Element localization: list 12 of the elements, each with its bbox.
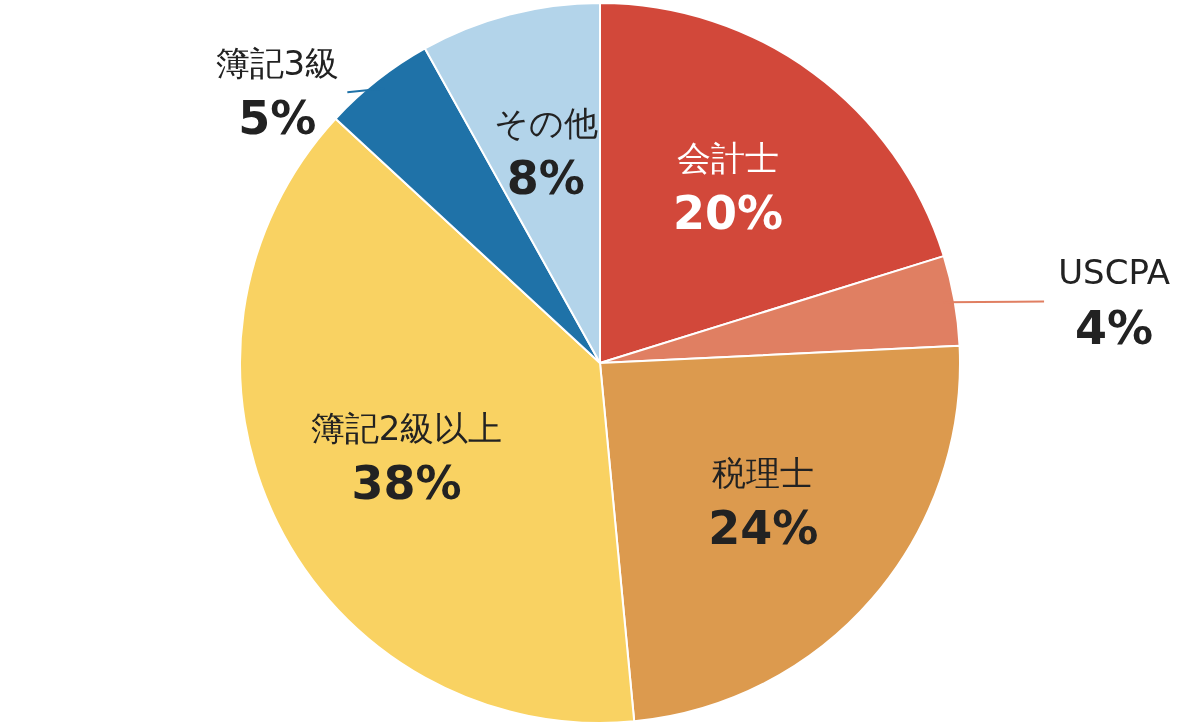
slice-label: 会計士 [677,137,780,178]
data-label: 8% [506,150,585,205]
slice-label: 税理士 [712,453,815,494]
slice-label: 簿記2級以上 [310,407,503,448]
slice-label: その他 [493,102,598,143]
data-label: 38% [351,455,462,510]
slice-label: USCPA [1058,252,1170,293]
data-label: 5% [238,91,317,146]
data-label: 24% [708,501,819,556]
slice-label: 簿記3級 [215,43,340,83]
data-label: 4% [1075,300,1154,355]
data-label: 20% [673,186,784,241]
